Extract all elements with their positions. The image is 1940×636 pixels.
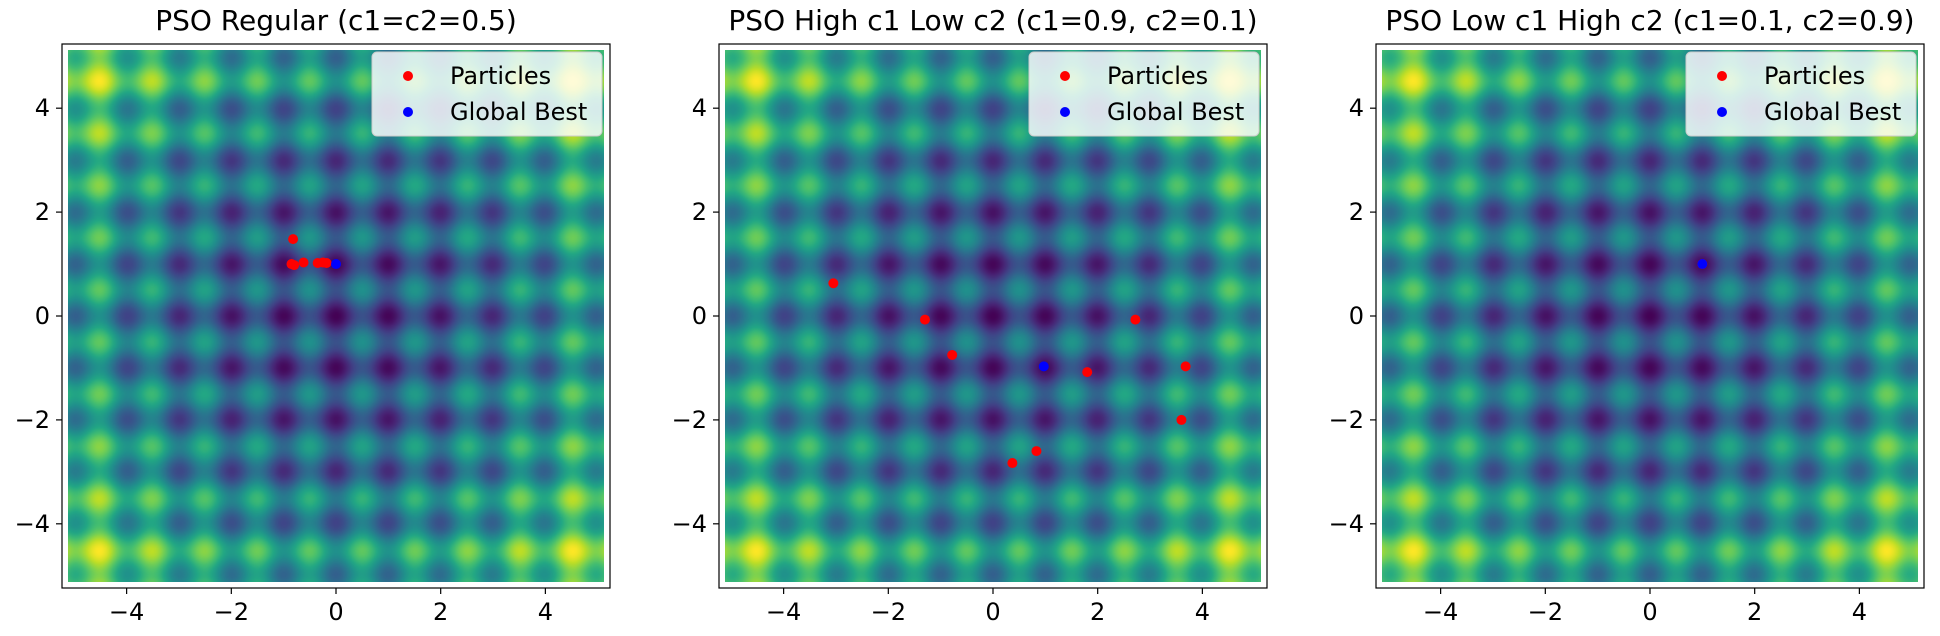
chart-panel-3: PSO Low c1 High c2 (c1=0.1, c2=0.9) −4 −2 0… (1329, 4, 1925, 626)
x-tick-label: 2 (433, 598, 448, 626)
x-tick-label: −2 (214, 598, 249, 626)
x-tick-label: −2 (871, 598, 906, 626)
data-point (1082, 367, 1093, 378)
data-point (828, 278, 839, 289)
legend-box (1028, 51, 1260, 137)
y-tick-label: 2 (35, 198, 50, 226)
y-tick-label: 0 (692, 302, 707, 330)
data-point (1038, 361, 1049, 372)
data-point (298, 257, 309, 268)
y-tick-label: 0 (35, 302, 50, 330)
legend-marker (1717, 107, 1727, 117)
data-point (289, 260, 300, 271)
legend-marker (403, 107, 413, 117)
legend-label: Particles (1107, 62, 1208, 90)
legend-marker (1717, 71, 1727, 81)
data-point (1130, 314, 1141, 325)
y-tick-label: 4 (1349, 94, 1364, 122)
y-tick-label: −4 (672, 510, 707, 538)
data-point (947, 349, 958, 360)
x-tick-label: 0 (985, 598, 1000, 626)
y-tick-label: −4 (1329, 510, 1364, 538)
heatmap-background (1382, 50, 1918, 582)
data-point (288, 234, 299, 245)
chart-title: PSO High c1 Low c2 (c1=0.9, c2=0.1) (728, 4, 1257, 37)
legend-label: Particles (1764, 62, 1865, 90)
legend-box (1685, 51, 1917, 137)
data-point (1697, 259, 1708, 270)
y-tick-label: −2 (672, 406, 707, 434)
legend-marker (403, 71, 413, 81)
data-point (331, 259, 341, 270)
data-point (1031, 446, 1042, 457)
x-tick-label: 2 (1090, 598, 1105, 626)
data-point (1007, 458, 1018, 469)
y-tick-label: −2 (1329, 406, 1364, 434)
x-tick-label: 2 (1747, 598, 1762, 626)
x-tick-label: 4 (1195, 598, 1210, 626)
y-tick-label: 2 (1349, 198, 1364, 226)
y-tick-label: 4 (692, 94, 707, 122)
y-tick-label: −4 (15, 510, 50, 538)
data-point (919, 314, 930, 325)
x-tick-label: −4 (109, 598, 144, 626)
data-point (1176, 414, 1187, 425)
chart-title: PSO Regular (c1=c2=0.5) (155, 4, 517, 37)
legend-label: Global Best (1107, 98, 1244, 126)
series-particles (286, 234, 332, 271)
x-tick-label: −4 (1423, 598, 1458, 626)
legend-marker (1060, 71, 1070, 81)
x-tick-label: 0 (328, 598, 343, 626)
y-tick-label: −2 (15, 406, 50, 434)
heatmap-background (68, 50, 604, 582)
chart-panel-2: PSO High c1 Low c2 (c1=0.9, c2=0.1) −4 −2 0… (672, 4, 1268, 626)
y-tick-label: 2 (692, 198, 707, 226)
heatmap-background (725, 50, 1261, 582)
legend-label: Global Best (450, 98, 587, 126)
x-tick-label: −2 (1528, 598, 1563, 626)
chart-title: PSO Low c1 High c2 (c1=0.1, c2=0.9) (1385, 4, 1914, 37)
y-tick-label: 4 (35, 94, 50, 122)
series-global-best (1038, 361, 1049, 372)
chart-panel-1: PSO Regular (c1=c2=0.5) −4 −2 0 2 4 −4 −2 0 2 4 Par… (15, 4, 611, 626)
x-tick-label: −4 (766, 598, 801, 626)
x-tick-label: 4 (538, 598, 553, 626)
legend: Particles Global Best (1685, 51, 1917, 137)
data-point (1180, 361, 1191, 372)
x-tick-label: 4 (1852, 598, 1867, 626)
legend-marker (1060, 107, 1070, 117)
legend-label: Particles (450, 62, 551, 90)
series-particles (828, 278, 1191, 469)
series-global-best (1697, 259, 1708, 270)
series-global-best (331, 259, 341, 270)
y-tick-label: 0 (1349, 302, 1364, 330)
legend: Particles Global Best (1028, 51, 1260, 137)
legend: Particles Global Best (371, 51, 603, 137)
legend-box (371, 51, 603, 137)
x-tick-label: 0 (1642, 598, 1657, 626)
data-point (321, 258, 332, 269)
legend-label: Global Best (1764, 98, 1901, 126)
